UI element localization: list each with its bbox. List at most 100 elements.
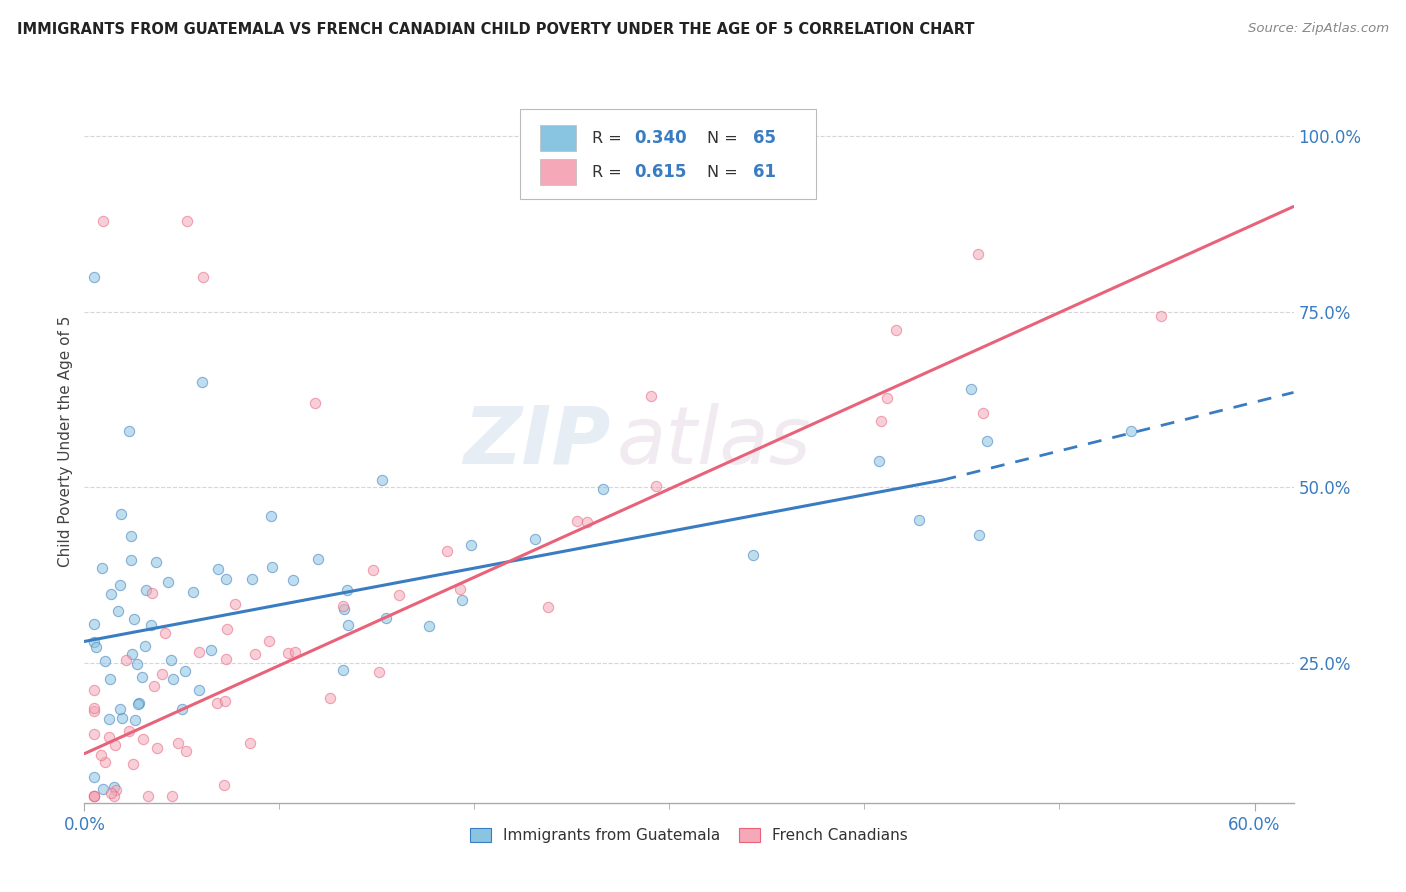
Point: [1150, 309, 1173, 323]
Point: [172, 702, 194, 716]
Point: [83, 683, 105, 698]
Point: [214, 652, 236, 666]
Point: [138, 789, 160, 803]
Point: [239, 736, 262, 750]
Point: [94, 654, 117, 668]
Point: [592, 483, 614, 497]
Point: [260, 559, 283, 574]
Point: [214, 693, 236, 707]
Point: [645, 478, 668, 492]
Point: [90, 747, 112, 762]
Point: [337, 617, 360, 632]
Point: [118, 723, 141, 738]
Point: [336, 582, 359, 597]
Point: [83, 789, 105, 803]
Point: [146, 741, 169, 756]
Point: [83, 789, 105, 803]
Point: [83, 269, 105, 284]
Text: 61: 61: [754, 163, 776, 181]
Point: [143, 679, 166, 693]
Point: [304, 396, 326, 410]
Point: [363, 563, 385, 577]
Point: [121, 648, 143, 662]
Point: [205, 696, 228, 710]
Point: [135, 582, 157, 597]
Point: [640, 389, 662, 403]
Point: [319, 690, 342, 705]
Text: 65: 65: [754, 129, 776, 147]
Point: [972, 406, 994, 420]
Y-axis label: Child Poverty Under the Age of 5: Child Poverty Under the Age of 5: [58, 316, 73, 567]
Point: [139, 618, 162, 632]
Text: atlas: atlas: [616, 402, 811, 481]
Point: [741, 548, 763, 562]
Point: [240, 573, 263, 587]
Point: [374, 611, 396, 625]
Point: [884, 323, 907, 337]
Text: ZIP: ZIP: [463, 402, 610, 481]
Text: Source: ZipAtlas.com: Source: ZipAtlas.com: [1249, 22, 1389, 36]
Text: 0.615: 0.615: [634, 163, 688, 181]
Point: [83, 635, 105, 649]
Point: [368, 665, 391, 680]
Point: [212, 778, 235, 792]
Point: [200, 643, 222, 657]
Point: [283, 573, 305, 587]
Point: [243, 647, 266, 661]
Point: [436, 544, 458, 558]
Point: [260, 508, 283, 523]
Point: [83, 704, 105, 718]
Point: [907, 513, 929, 527]
Point: [536, 600, 558, 615]
Point: [155, 625, 177, 640]
Point: [176, 213, 198, 227]
Point: [167, 736, 190, 750]
Point: [125, 657, 148, 671]
Point: [524, 533, 547, 547]
Point: [103, 780, 125, 794]
Point: [108, 577, 131, 591]
Point: [160, 789, 183, 803]
Point: [122, 757, 145, 772]
Point: [145, 555, 167, 569]
Point: [128, 696, 150, 710]
Point: [207, 561, 229, 575]
Point: [332, 602, 354, 616]
Point: [224, 597, 246, 611]
Point: [97, 731, 120, 745]
Point: [388, 588, 411, 602]
Point: [104, 738, 127, 752]
Point: [332, 599, 354, 614]
Point: [100, 587, 122, 601]
Point: [111, 711, 134, 725]
Point: [284, 645, 307, 659]
Point: [575, 515, 598, 529]
Point: [565, 515, 588, 529]
Point: [960, 382, 983, 396]
Point: [332, 663, 354, 677]
Point: [83, 701, 105, 715]
Text: IMMIGRANTS FROM GUATEMALA VS FRENCH CANADIAN CHILD POVERTY UNDER THE AGE OF 5 CO: IMMIGRANTS FROM GUATEMALA VS FRENCH CANA…: [17, 22, 974, 37]
FancyBboxPatch shape: [540, 160, 576, 185]
Point: [277, 646, 299, 660]
Point: [460, 538, 482, 552]
Point: [181, 585, 204, 599]
Point: [187, 645, 209, 659]
Point: [83, 770, 105, 784]
Point: [107, 604, 129, 618]
Point: [83, 789, 105, 803]
Point: [176, 744, 198, 758]
Point: [132, 732, 155, 747]
Point: [83, 616, 105, 631]
Point: [187, 682, 209, 697]
Point: [162, 672, 184, 686]
Text: R =: R =: [592, 130, 627, 145]
Point: [105, 783, 128, 797]
Point: [257, 634, 280, 648]
Point: [122, 612, 145, 626]
Point: [215, 572, 238, 586]
Point: [307, 552, 329, 566]
Point: [876, 392, 898, 406]
Point: [83, 727, 105, 741]
Text: N =: N =: [707, 164, 742, 179]
